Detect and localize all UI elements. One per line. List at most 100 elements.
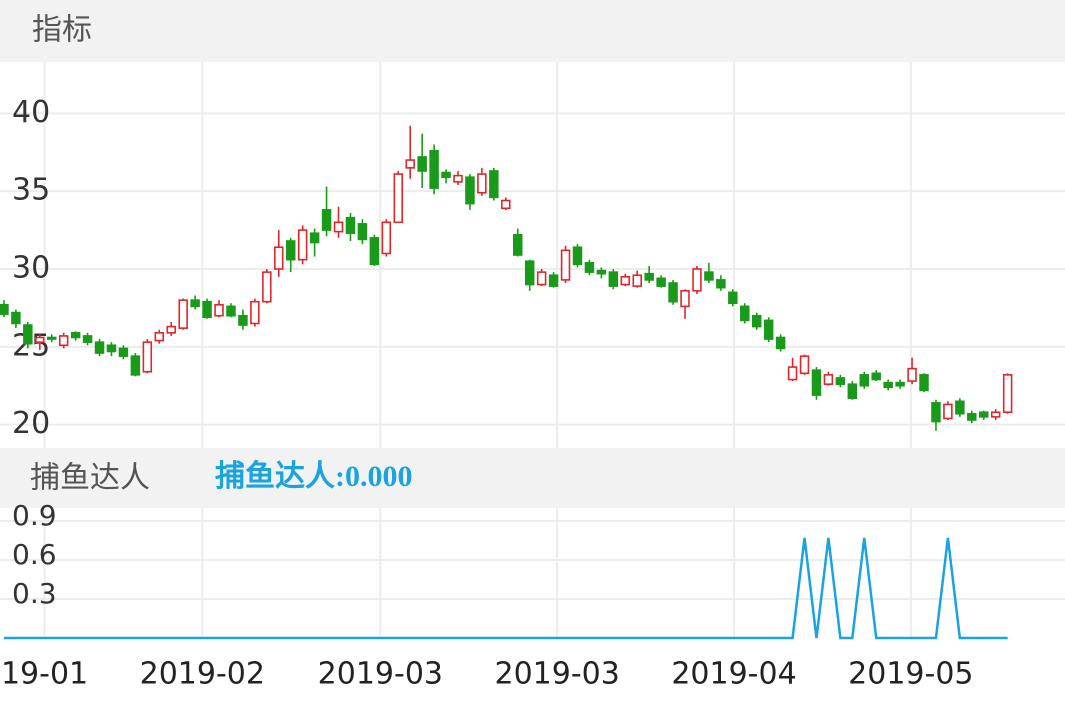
candle-body	[274, 246, 284, 270]
candle-body	[297, 229, 308, 261]
candle-body	[333, 221, 344, 233]
candle-body	[345, 216, 356, 235]
y-tick-label: 35	[12, 173, 50, 208]
candle-body	[226, 305, 236, 317]
candle-body	[214, 304, 224, 317]
x-tick-label: 2019-03	[318, 657, 443, 692]
candle-body	[728, 291, 738, 305]
candle-body	[489, 170, 499, 199]
candle-body	[632, 274, 642, 287]
candle-body	[548, 274, 559, 287]
candle-body	[321, 209, 332, 231]
candle-body	[536, 271, 547, 286]
candle-body	[417, 156, 427, 172]
candle-body	[381, 221, 392, 255]
candle-body	[620, 275, 631, 286]
candle-body	[178, 299, 188, 329]
candle-body	[919, 374, 929, 392]
candle-body	[453, 174, 463, 183]
candle-body	[429, 149, 439, 189]
candle-body	[285, 240, 296, 261]
y-tick-label: 30	[12, 251, 50, 286]
candle-body	[775, 336, 786, 350]
candle-body	[847, 383, 858, 399]
candle-body	[596, 269, 607, 275]
candle-body	[740, 305, 750, 322]
candle-body	[58, 335, 69, 347]
candle-body	[967, 412, 977, 421]
candle-body	[190, 299, 200, 308]
candle-body	[859, 374, 870, 387]
y-tick-label: 0.6	[12, 538, 57, 571]
candle-body	[94, 341, 105, 354]
candle-body	[692, 268, 702, 292]
candle-body	[823, 374, 834, 385]
candle-body	[465, 176, 475, 205]
candle-body	[262, 271, 272, 303]
x-tick-label: 19-01	[1, 657, 88, 692]
candle-body	[584, 261, 595, 273]
candle-body	[907, 367, 917, 382]
candle-body	[811, 369, 822, 396]
candle-body	[871, 372, 881, 381]
candle-body	[955, 400, 965, 415]
candle-body	[680, 289, 690, 308]
candle-body	[835, 377, 846, 385]
candle-body	[644, 272, 654, 281]
candle-body	[357, 223, 368, 241]
candle-body	[799, 355, 810, 375]
candle-body	[23, 324, 33, 345]
header-bar	[0, 0, 1065, 62]
indicator-title: 捕鱼达人	[30, 461, 150, 496]
candle-body	[524, 260, 535, 286]
y-tick-label: 0.9	[12, 499, 57, 532]
candle-body	[82, 335, 93, 343]
indicator-bar	[0, 448, 1065, 508]
candle-body	[46, 336, 57, 340]
candle-body	[513, 233, 523, 256]
indicator-line	[3, 537, 1008, 640]
x-tick-label: 2019-05	[848, 657, 973, 692]
candle-body	[393, 173, 403, 224]
candle-body	[931, 402, 941, 423]
candle-body	[979, 411, 989, 418]
candle-body	[787, 366, 798, 381]
y-tick-label: 20	[12, 406, 50, 441]
candle-body	[763, 319, 774, 340]
candle-body	[716, 279, 726, 289]
candle-body	[166, 325, 176, 334]
candle-body	[501, 199, 511, 210]
candle-body	[70, 332, 81, 339]
candle-body	[405, 159, 415, 169]
candle-body	[202, 300, 212, 319]
candle-body	[441, 171, 451, 178]
y-tick-label: 0.3	[12, 577, 57, 610]
x-tick-label: 2019-04	[671, 657, 796, 692]
candle-body	[704, 271, 714, 281]
candle-body	[656, 277, 666, 287]
candle-body	[477, 173, 487, 194]
candle-body	[142, 341, 153, 373]
candle-body	[369, 237, 380, 266]
candle-body	[883, 381, 893, 389]
candle-body	[751, 314, 762, 328]
candle-body	[118, 347, 129, 357]
x-tick-label: 2019-02	[140, 657, 265, 692]
candle-body	[895, 381, 905, 387]
candle-body	[250, 300, 260, 325]
candle-body	[608, 271, 619, 287]
candle-body	[0, 304, 9, 315]
candle-body	[35, 336, 45, 343]
candle-body	[990, 411, 1001, 418]
candle-body	[572, 246, 583, 266]
candle-body	[1002, 374, 1013, 414]
candle-body	[130, 355, 141, 376]
header-title: 指标	[32, 13, 92, 48]
indicator-legend: 捕鱼达人:0.000	[215, 459, 413, 493]
candle-body	[309, 232, 320, 244]
candle-body	[154, 332, 165, 342]
candle-body	[668, 282, 678, 303]
candle-body	[560, 249, 571, 281]
